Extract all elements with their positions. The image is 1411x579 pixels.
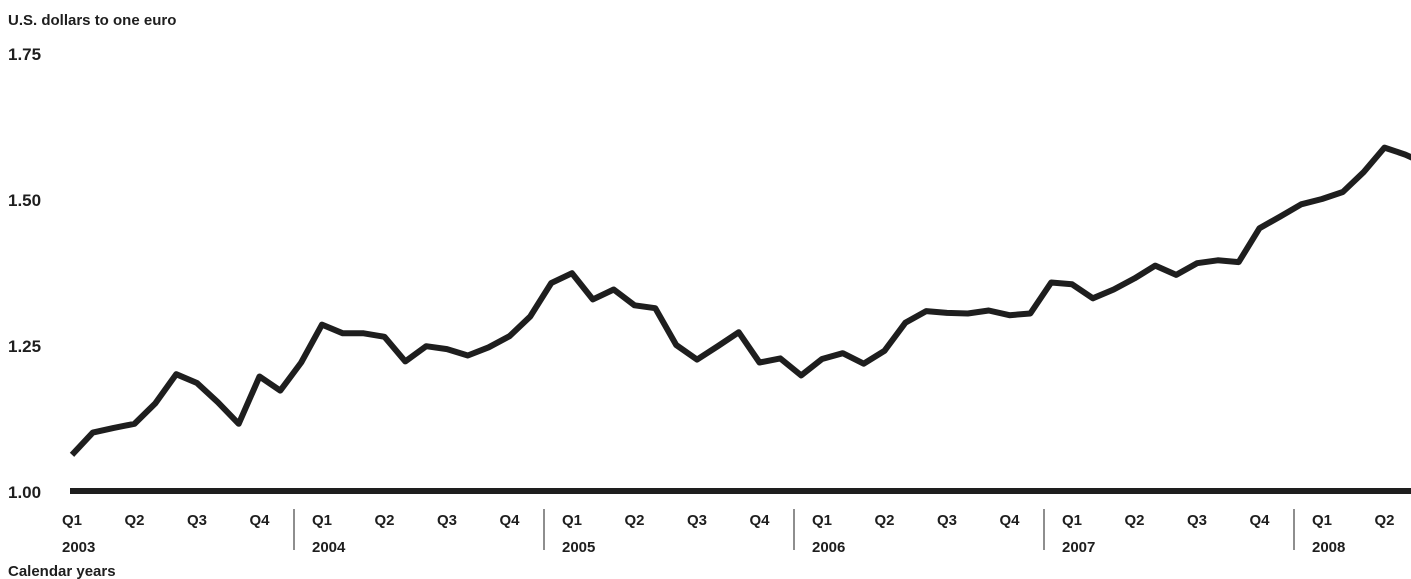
y-tick-label: 1.25 (8, 337, 41, 356)
quarter-label: Q2 (875, 512, 895, 529)
quarter-label: Q4 (1000, 512, 1021, 529)
quarter-label: Q2 (375, 512, 395, 529)
quarter-label: Q3 (187, 512, 207, 529)
year-label: 2004 (312, 539, 346, 556)
year-label: 2006 (812, 539, 845, 556)
x-axis-year-labels: 2003 2004 2005 2006 2007 2008 (62, 539, 1345, 556)
y-tick-label: 1.00 (8, 483, 41, 502)
quarter-label: Q1 (1062, 512, 1082, 529)
year-dividers (293, 509, 1295, 550)
quarter-label: Q2 (1125, 512, 1145, 529)
quarter-label: Q3 (937, 512, 957, 529)
x-axis-label: Calendar years (8, 563, 116, 579)
quarter-label: Q1 (1312, 512, 1332, 529)
quarter-label: Q4 (1250, 512, 1271, 529)
y-tick-label: 1.75 (8, 45, 41, 64)
x-axis-quarter-labels: Q1 Q2 Q3 Q4 Q1 Q2 Q3 Q4 Q1 Q2 Q3 Q4 Q1 Q2 Q3 Q4 Q1 Q2 Q3 Q4… (62, 512, 1395, 529)
quarter-label: Q1 (62, 512, 82, 529)
quarter-label: Q2 (125, 512, 145, 529)
series-line (69, 144, 1411, 457)
quarter-label: Q3 (1187, 512, 1207, 529)
quarter-label: Q4 (500, 512, 521, 529)
y-tick-label: 1.50 (8, 191, 41, 210)
quarter-label: Q3 (687, 512, 707, 529)
quarter-label: Q1 (312, 512, 332, 529)
quarter-label: Q3 (437, 512, 457, 529)
year-label: 2008 (1312, 539, 1345, 556)
year-label: 2005 (562, 539, 595, 556)
quarter-label: Q1 (562, 512, 582, 529)
quarter-label: Q2 (1375, 512, 1395, 529)
quarter-label: Q4 (750, 512, 771, 529)
chart-title: U.S. dollars to one euro (8, 12, 176, 29)
year-label: 2007 (1062, 539, 1095, 556)
year-label: 2003 (62, 539, 95, 556)
y-axis-tick-labels: 1.00 1.25 1.50 1.75 (8, 45, 41, 502)
quarter-label: Q2 (625, 512, 645, 529)
quarter-label: Q1 (812, 512, 832, 529)
quarter-label: Q4 (250, 512, 271, 529)
